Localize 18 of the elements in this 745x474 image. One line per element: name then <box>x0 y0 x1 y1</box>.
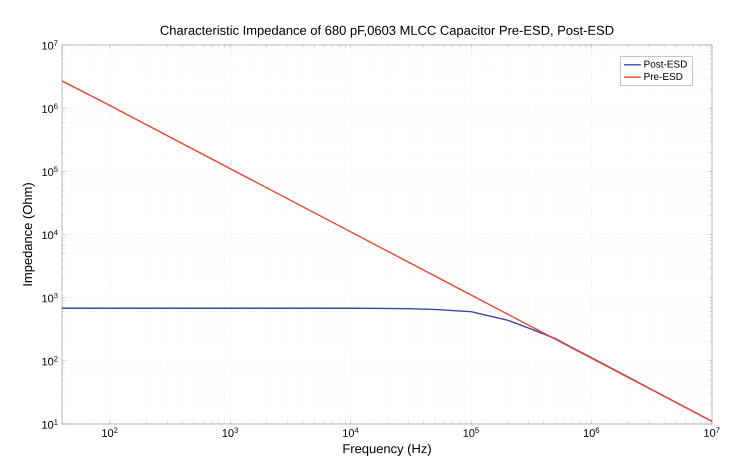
x-axis-title: Frequency (Hz) <box>343 444 431 456</box>
x-tick-label: 10$^{7}$ <box>704 428 720 437</box>
y-tick-label: 10$^{2}$ <box>42 356 58 366</box>
x-tick-label: 10$^{5}$ <box>464 428 479 437</box>
y-tick-label: 10$^{6}$ <box>42 103 58 113</box>
chart-title: Characteristic Impedance of 680 pF,0603 MLCC Capacitor Pre-ESD, Post-ESD <box>160 25 614 38</box>
legend-label: Pre-ESD <box>644 72 682 80</box>
y-tick-label: 10$^{4}$ <box>42 230 58 240</box>
y-axis-title: Impedance (Ohm) <box>22 183 35 286</box>
x-tick-label: 10$^{3}$ <box>222 428 238 437</box>
x-tick-label: 10$^{6}$ <box>584 428 600 437</box>
y-tick-label: 10$^{7}$ <box>42 40 58 50</box>
x-tick-label: 10$^{2}$ <box>102 428 118 437</box>
y-tick-label: 10$^{5}$ <box>42 166 58 176</box>
legend-label: Post-ESD <box>644 60 687 68</box>
y-tick-label: 10$^{3}$ <box>42 292 58 302</box>
x-tick-label: 10$^{4}$ <box>343 428 359 437</box>
y-tick-label: 10$^{1}$ <box>42 419 58 429</box>
